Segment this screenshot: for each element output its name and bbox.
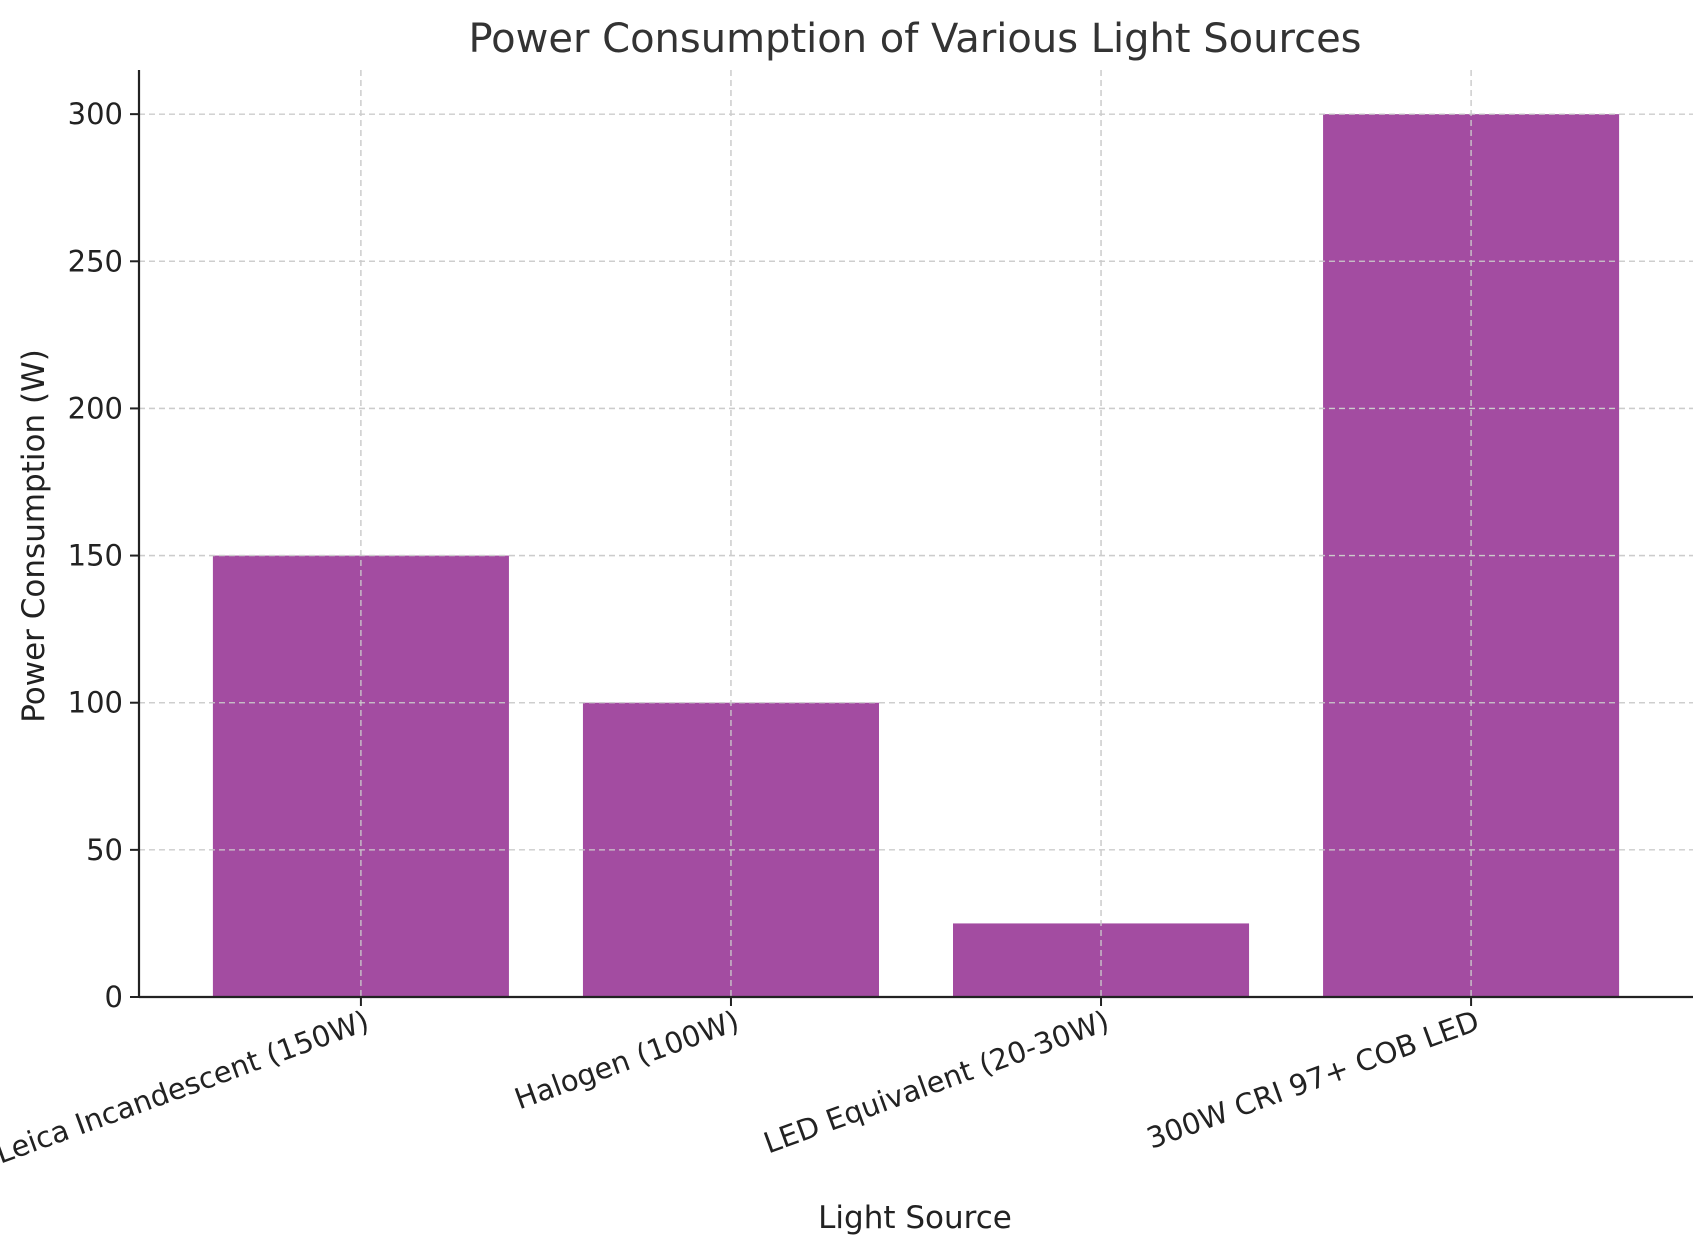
chart-title: Power Consumption of Various Light Sourc… bbox=[468, 16, 1361, 62]
y-tick-label: 150 bbox=[68, 539, 123, 573]
y-tick-label: 50 bbox=[86, 833, 123, 867]
y-ticks: 0 50 100 150 200 250 300 bbox=[68, 97, 139, 1014]
bars bbox=[139, 70, 1693, 997]
x-tick-label: LED Equivalent (20-30W) bbox=[759, 1004, 1113, 1161]
x-ticks: Leica Incandescent (150W) Halogen (100W) L… bbox=[0, 997, 1483, 1170]
y-tick-label: 0 bbox=[105, 980, 123, 1014]
x-tick-label: Leica Incandescent (150W) bbox=[0, 1004, 373, 1171]
x-tick-label: Halogen (100W) bbox=[510, 1004, 743, 1117]
x-axis-label: Light Source bbox=[818, 1200, 1012, 1236]
axes bbox=[137, 70, 1693, 999]
y-tick-label: 250 bbox=[68, 244, 123, 278]
y-axis-label: Power Consumption (W) bbox=[16, 349, 52, 723]
x-tick-label: 300W CRI 97+ COB LED bbox=[1142, 1004, 1483, 1156]
y-tick-label: 300 bbox=[68, 97, 123, 131]
y-tick-label: 200 bbox=[68, 391, 123, 425]
y-tick-label: 100 bbox=[68, 686, 123, 720]
